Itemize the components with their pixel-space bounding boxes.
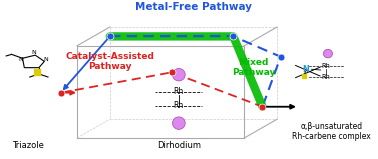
Text: α,β-unsaturated
Rh-carbene complex: α,β-unsaturated Rh-carbene complex (292, 122, 371, 141)
Text: N: N (18, 57, 23, 62)
Text: N: N (31, 50, 36, 55)
Text: Rh: Rh (174, 101, 184, 111)
Text: Triazole: Triazole (12, 142, 44, 150)
Text: Rh: Rh (322, 74, 330, 80)
Text: N: N (303, 65, 310, 74)
Text: Catalyst-Assisted
Pathway: Catalyst-Assisted Pathway (65, 52, 154, 71)
Text: Rh: Rh (322, 63, 330, 69)
Text: N: N (44, 57, 48, 62)
Ellipse shape (172, 68, 185, 81)
Text: Rh: Rh (174, 87, 184, 96)
Text: Metal-Free Pathway: Metal-Free Pathway (135, 2, 252, 12)
Ellipse shape (172, 117, 185, 129)
Ellipse shape (324, 49, 333, 58)
Text: Mixed
Pathway: Mixed Pathway (232, 58, 275, 77)
Text: Dirhodium: Dirhodium (157, 142, 201, 150)
